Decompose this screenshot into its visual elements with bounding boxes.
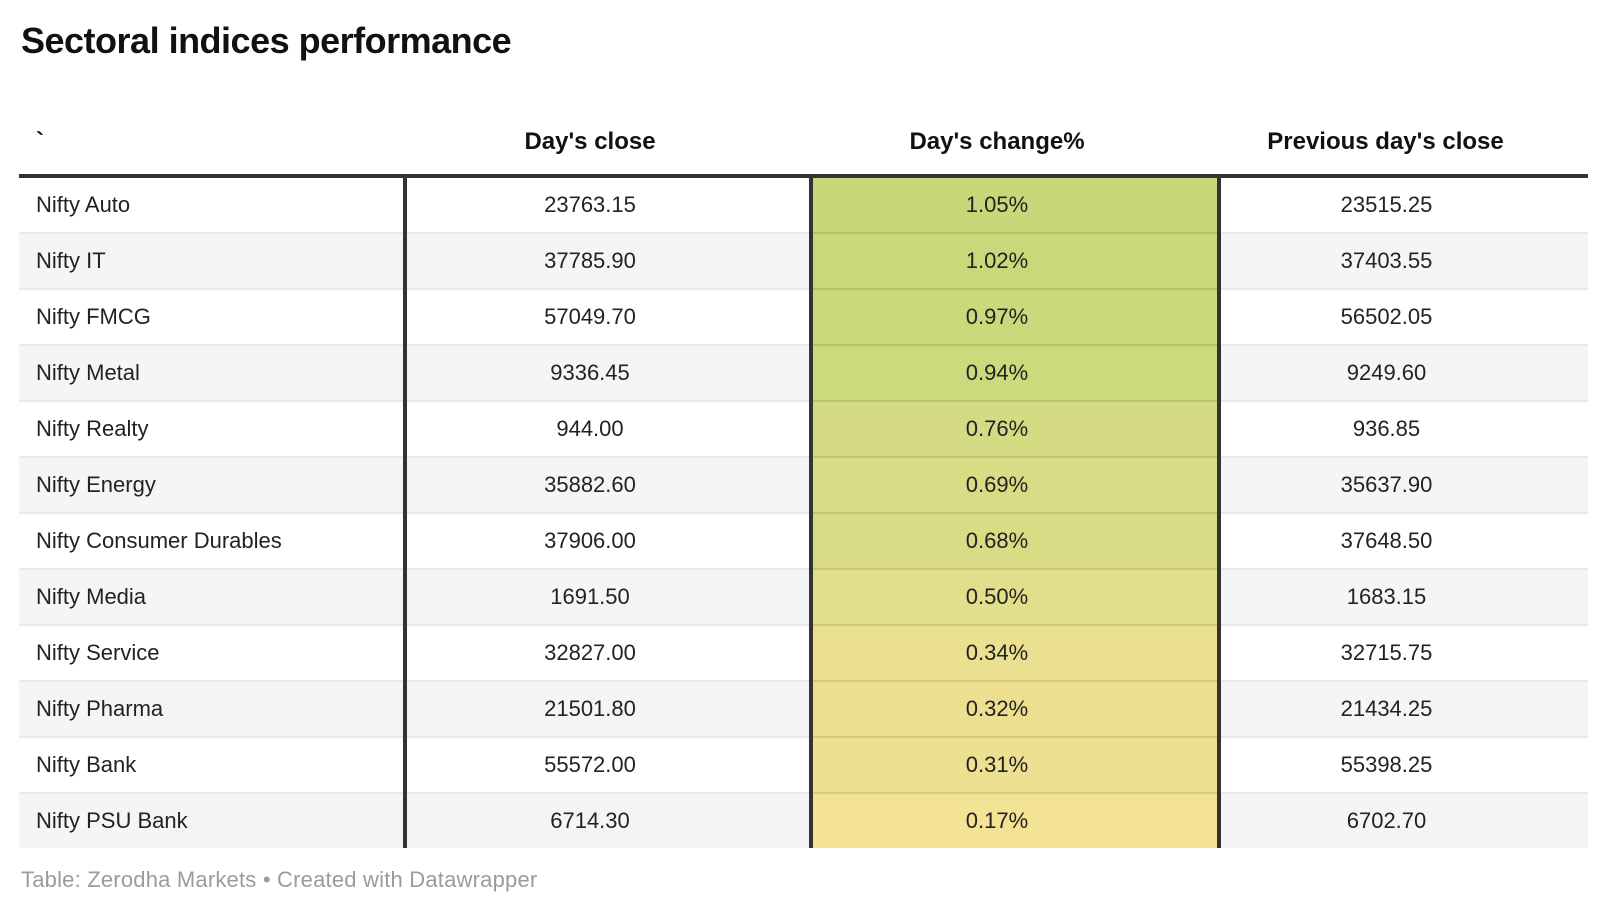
index-name-cell: Nifty Service xyxy=(19,624,405,681)
table-row: Nifty Service 32827.00 0.34% 32715.75 xyxy=(19,624,1588,681)
source-attribution: Table: Zerodha Markets • Created with Da… xyxy=(21,867,538,892)
previous-close-cell: 37648.50 xyxy=(1217,512,1588,569)
days-close-cell: 32827.00 xyxy=(403,624,811,681)
days-change-cell: 0.76% xyxy=(809,400,1219,457)
table-row: Nifty PSU Bank 6714.30 0.17% 6702.70 xyxy=(19,792,1588,848)
table-row: Nifty Energy 35882.60 0.69% 35637.90 xyxy=(19,456,1588,513)
days-change-cell: 0.32% xyxy=(809,680,1219,737)
days-close-cell: 37785.90 xyxy=(403,232,811,289)
days-close-cell: 23763.15 xyxy=(403,176,811,233)
previous-close-cell: 55398.25 xyxy=(1217,736,1588,793)
index-name-cell: Nifty IT xyxy=(19,232,405,289)
sectoral-indices-table: ` Day's close Day's change% Previous day… xyxy=(19,128,1588,848)
days-close-cell: 35882.60 xyxy=(403,456,811,513)
index-name-cell: Nifty Media xyxy=(19,568,405,625)
previous-close-cell: 6702.70 xyxy=(1217,792,1588,848)
previous-close-cell: 56502.05 xyxy=(1217,288,1588,345)
index-name-cell: Nifty Energy xyxy=(19,456,405,513)
days-change-cell: 0.31% xyxy=(809,736,1219,793)
table-row: Nifty IT 37785.90 1.02% 37403.55 xyxy=(19,232,1588,289)
table-row: Nifty Auto 23763.15 1.05% 23515.25 xyxy=(19,176,1588,233)
table-row: Nifty Bank 55572.00 0.31% 55398.25 xyxy=(19,736,1588,793)
index-name-cell: Nifty Auto xyxy=(36,192,131,217)
days-change-cell: 0.50% xyxy=(809,568,1219,625)
table-header-row: ` Day's close Day's change% Previous day… xyxy=(19,128,1588,178)
days-change-cell: 0.94% xyxy=(809,344,1219,401)
index-name-cell: Nifty Metal xyxy=(19,344,405,401)
previous-close-cell: 35637.90 xyxy=(1217,456,1588,513)
column-header-days-close: Day's close xyxy=(405,128,811,178)
days-change-cell: 0.69% xyxy=(809,456,1219,513)
index-name-cell: Nifty Pharma xyxy=(19,680,405,737)
table-row: Nifty Consumer Durables 37906.00 0.68% 3764… xyxy=(19,512,1588,569)
index-name-cell: Nifty PSU Bank xyxy=(19,792,405,848)
days-close-cell: 57049.70 xyxy=(403,288,811,345)
days-close-cell: 55572.00 xyxy=(403,736,811,793)
days-close-cell: 37906.00 xyxy=(403,512,811,569)
index-name-cell: Nifty Realty xyxy=(19,400,405,457)
index-name-cell: Nifty Consumer Durables xyxy=(19,512,405,569)
table-row: Nifty FMCG 57049.70 0.97% 56502.05 xyxy=(19,288,1588,345)
column-header-index-name: ` xyxy=(19,128,405,178)
index-name-cell: Nifty Bank xyxy=(19,736,405,793)
days-change-cell: 1.02% xyxy=(809,232,1219,289)
days-change-cell: 0.17% xyxy=(809,792,1219,848)
table-row: Nifty Media 1691.50 0.50% 1683.15 xyxy=(19,568,1588,625)
days-change-cell: 1.05% xyxy=(809,176,1219,233)
index-name-cell: Nifty FMCG xyxy=(19,288,405,345)
previous-close-cell: 9249.60 xyxy=(1217,344,1588,401)
previous-close-cell: 936.85 xyxy=(1217,400,1588,457)
column-header-previous-close: Previous day's close xyxy=(1219,128,1588,178)
table-row: Nifty Realty 944.00 0.76% 936.85 xyxy=(19,400,1588,457)
previous-close-cell: 32715.75 xyxy=(1217,624,1588,681)
page-title: Sectoral indices performance xyxy=(21,20,512,61)
previous-close-cell: 1683.15 xyxy=(1217,568,1588,625)
days-close-cell: 21501.80 xyxy=(403,680,811,737)
days-close-cell: 9336.45 xyxy=(403,344,811,401)
days-change-cell: 0.68% xyxy=(809,512,1219,569)
days-close-cell: 1691.50 xyxy=(403,568,811,625)
previous-close-cell: 23515.25 xyxy=(1217,176,1588,233)
table-body: Nifty Auto 23763.15 1.05% 23515.25 Nifty IT 3… xyxy=(19,176,1588,848)
days-close-cell: 6714.30 xyxy=(403,792,811,848)
previous-close-cell: 21434.25 xyxy=(1217,680,1588,737)
days-change-cell: 0.34% xyxy=(809,624,1219,681)
table-row: Nifty Pharma 21501.80 0.32% 21434.25 xyxy=(19,680,1588,737)
days-close-cell: 944.00 xyxy=(403,400,811,457)
previous-close-cell: 37403.55 xyxy=(1217,232,1588,289)
column-header-days-change: Day's change% xyxy=(811,128,1219,178)
days-change-cell: 0.97% xyxy=(809,288,1219,345)
table-row: Nifty Metal 9336.45 0.94% 9249.60 xyxy=(19,344,1588,401)
